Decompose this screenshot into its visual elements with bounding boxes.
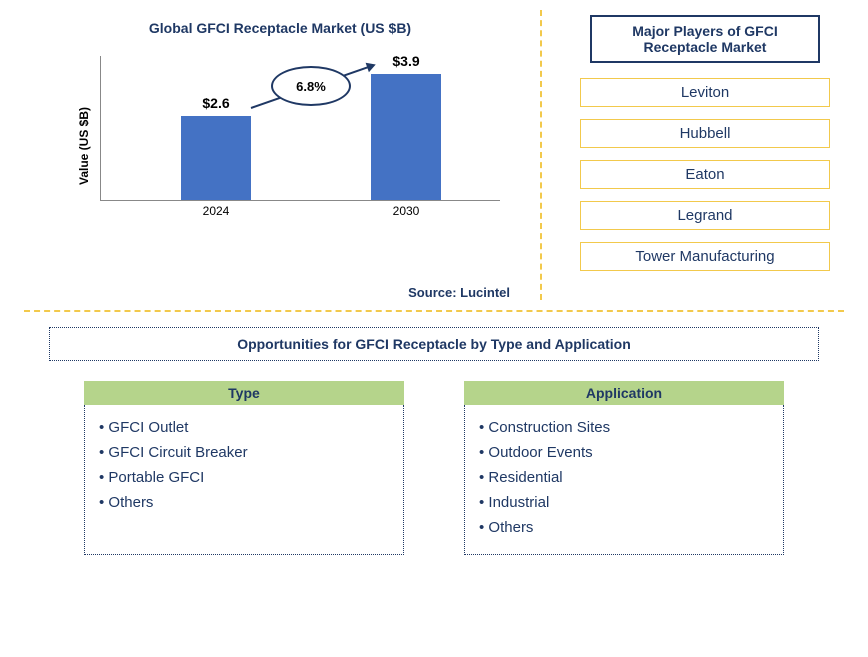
top-section: Global GFCI Receptacle Market (US $B) Va… <box>0 0 868 310</box>
players-panel: Major Players of GFCI Receptacle Market … <box>542 0 868 310</box>
player-box: Hubbell <box>580 119 830 148</box>
chart-panel: Global GFCI Receptacle Market (US $B) Va… <box>0 0 540 310</box>
opportunities-header: Opportunities for GFCI Receptacle by Typ… <box>49 327 819 361</box>
x-tick-label: 2024 <box>181 204 251 218</box>
opportunities-columns: TypeGFCI OutletGFCI Circuit BreakerPorta… <box>30 381 838 555</box>
player-box: Legrand <box>580 201 830 230</box>
opportunity-column: TypeGFCI OutletGFCI Circuit BreakerPorta… <box>84 381 404 555</box>
x-tick-label: 2030 <box>371 204 441 218</box>
bar-value-label: $3.9 <box>371 53 441 69</box>
list-item: Others <box>99 490 389 515</box>
player-box: Eaton <box>580 160 830 189</box>
column-header: Application <box>464 381 784 405</box>
list-item: Portable GFCI <box>99 465 389 490</box>
list-item: Others <box>479 515 769 540</box>
player-box: Leviton <box>580 78 830 107</box>
chart-title: Global GFCI Receptacle Market (US $B) <box>30 20 530 36</box>
list-item: Industrial <box>479 490 769 515</box>
bar-value-label: $2.6 <box>181 95 251 111</box>
list-item: GFCI Circuit Breaker <box>99 440 389 465</box>
chart-area: Value (US $B) $2.62024$3.920306.8% <box>90 56 520 236</box>
column-header: Type <box>84 381 404 405</box>
players-header: Major Players of GFCI Receptacle Market <box>590 15 820 63</box>
column-list: GFCI OutletGFCI Circuit BreakerPortable … <box>84 405 404 555</box>
list-item: Residential <box>479 465 769 490</box>
column-list: Construction SitesOutdoor EventsResident… <box>464 405 784 555</box>
opportunity-column: ApplicationConstruction SitesOutdoor Eve… <box>464 381 784 555</box>
bottom-section: Opportunities for GFCI Receptacle by Typ… <box>0 312 868 565</box>
chart-bar <box>181 116 251 200</box>
growth-rate-ellipse: 6.8% <box>271 66 351 106</box>
list-item: GFCI Outlet <box>99 415 389 440</box>
list-item: Construction Sites <box>479 415 769 440</box>
chart-plot: $2.62024$3.920306.8% <box>100 56 500 201</box>
list-item: Outdoor Events <box>479 440 769 465</box>
chart-bar <box>371 74 441 200</box>
source-label: Source: Lucintel <box>408 285 510 300</box>
player-box: Tower Manufacturing <box>580 242 830 271</box>
y-axis-label: Value (US $B) <box>77 107 91 185</box>
players-list: Leviton Hubbell Eaton Legrand Tower Manufact… <box>580 78 830 283</box>
infographic-root: Global GFCI Receptacle Market (US $B) Va… <box>0 0 868 657</box>
